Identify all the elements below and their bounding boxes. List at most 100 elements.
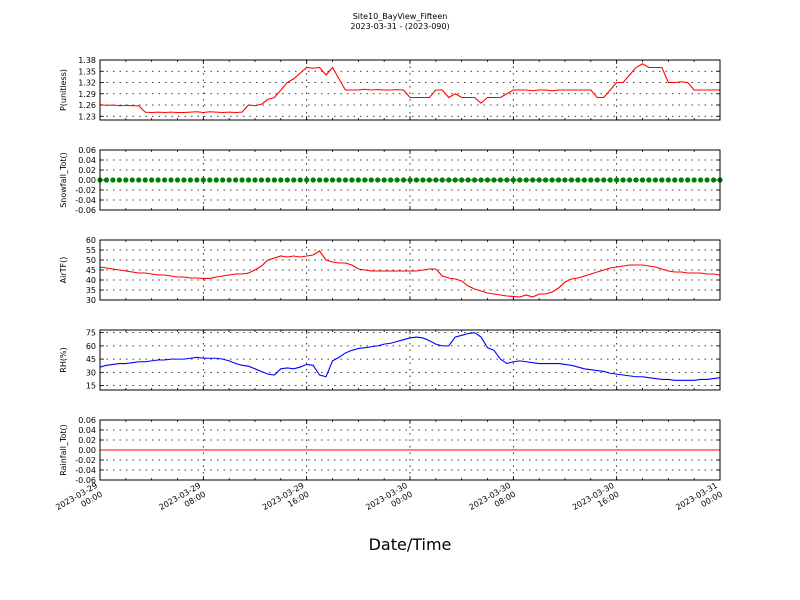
data-point	[168, 177, 174, 183]
data-point	[633, 177, 639, 183]
y-tick-label: 0.04	[78, 426, 96, 435]
data-point	[336, 177, 342, 183]
data-point	[530, 177, 536, 183]
data-point	[504, 177, 510, 183]
series-line	[99, 332, 721, 381]
data-point	[265, 177, 271, 183]
y-axis-label: RH(%)	[59, 347, 68, 372]
data-point	[620, 177, 626, 183]
y-tick-label: 75	[86, 329, 96, 338]
data-point	[207, 177, 213, 183]
data-point	[136, 177, 142, 183]
panel-frame	[99, 419, 721, 481]
data-point	[149, 177, 155, 183]
data-point	[555, 177, 562, 183]
y-axis-label: P(unitless)	[59, 69, 68, 111]
y-tick-label: -0.02	[75, 186, 96, 195]
data-point	[316, 177, 323, 183]
data-point	[452, 177, 458, 183]
data-point	[220, 177, 226, 183]
x-tick-label: 2023-03-3008:00	[468, 481, 518, 521]
data-point	[581, 177, 587, 183]
y-tick-label: -0.02	[75, 456, 96, 465]
data-point	[323, 177, 329, 183]
data-point	[710, 177, 717, 183]
x-tick-label: 2023-03-2900:00	[54, 481, 104, 521]
y-tick-label: 45	[86, 266, 96, 275]
x-tick-label: 2023-03-3000:00	[364, 481, 414, 521]
data-point	[284, 177, 290, 183]
y-tick-label: 0.02	[78, 436, 96, 445]
y-tick-label: 30	[86, 296, 96, 305]
data-point	[213, 177, 219, 183]
y-tick-label: 1.32	[78, 79, 96, 88]
data-point	[626, 177, 633, 183]
data-point	[497, 177, 504, 183]
y-tick-label: 0.04	[78, 156, 96, 165]
y-tick-label: 1.35	[78, 67, 96, 76]
y-tick-label: -0.04	[75, 196, 96, 205]
y-tick-label: -0.06	[75, 476, 96, 485]
data-point	[329, 177, 336, 183]
y-tick-label: 0.00	[78, 446, 96, 455]
data-point	[601, 177, 607, 183]
data-point	[258, 177, 265, 183]
data-point	[459, 177, 465, 183]
y-tick-label: 60	[86, 342, 96, 351]
data-point	[226, 177, 232, 183]
y-tick-label: 1.38	[78, 56, 96, 65]
data-point	[478, 177, 484, 183]
data-point	[517, 177, 523, 183]
panels: 1.23 1.26 1.29 1.32 1.35 1.38 P(unitless) -0.06…	[59, 56, 723, 485]
data-point	[161, 177, 168, 183]
data-point	[543, 177, 549, 183]
panel-4: 15 30 45 60 75 RH(%)	[59, 329, 721, 391]
x-tick-label: 2023-03-3100:00	[674, 481, 724, 521]
panel-5: -0.06-0.04-0.020.000.020.040.06 Rainfall_…	[59, 416, 721, 485]
data-point	[355, 177, 361, 183]
y-tick-label: 60	[86, 236, 96, 245]
data-point	[510, 177, 516, 183]
data-point	[187, 177, 194, 183]
data-point	[375, 177, 381, 183]
data-point	[672, 177, 678, 183]
y-tick-label: 35	[86, 286, 96, 295]
series-points	[97, 177, 723, 183]
data-point	[491, 177, 497, 183]
data-point	[471, 177, 478, 183]
data-point	[362, 177, 368, 183]
y-tick-label: 45	[86, 355, 96, 364]
data-point	[484, 177, 491, 183]
data-point	[245, 177, 252, 183]
data-point	[297, 177, 303, 183]
y-tick-label: 1.26	[78, 101, 96, 110]
data-point	[342, 177, 349, 183]
data-point	[349, 177, 355, 183]
data-point	[407, 177, 413, 183]
data-point	[685, 177, 691, 183]
data-point	[659, 177, 665, 183]
data-point	[536, 177, 542, 183]
y-tick-label: 0.02	[78, 166, 96, 175]
data-point	[594, 177, 600, 183]
panel-1: 1.23 1.26 1.29 1.32 1.35 1.38 P(unitless)	[59, 56, 721, 121]
y-tick-label: 30	[86, 368, 96, 377]
data-point	[310, 177, 316, 183]
data-point	[562, 177, 568, 183]
data-point	[575, 177, 581, 183]
data-point	[607, 177, 613, 183]
x-tick-label: 2023-03-3016:00	[571, 481, 621, 521]
data-point	[614, 177, 620, 183]
data-point	[271, 177, 277, 183]
data-point	[698, 177, 704, 183]
data-point	[439, 177, 445, 183]
y-tick-label: -0.06	[75, 206, 96, 215]
y-axis-label: Snowfall_Tot()	[59, 152, 68, 208]
data-point	[665, 177, 671, 183]
data-point	[129, 177, 135, 183]
y-tick-label: 0.00	[78, 176, 96, 185]
y-tick-label: 1.23	[78, 112, 96, 121]
data-point	[181, 177, 187, 183]
data-point	[252, 177, 258, 183]
data-point	[278, 177, 284, 183]
